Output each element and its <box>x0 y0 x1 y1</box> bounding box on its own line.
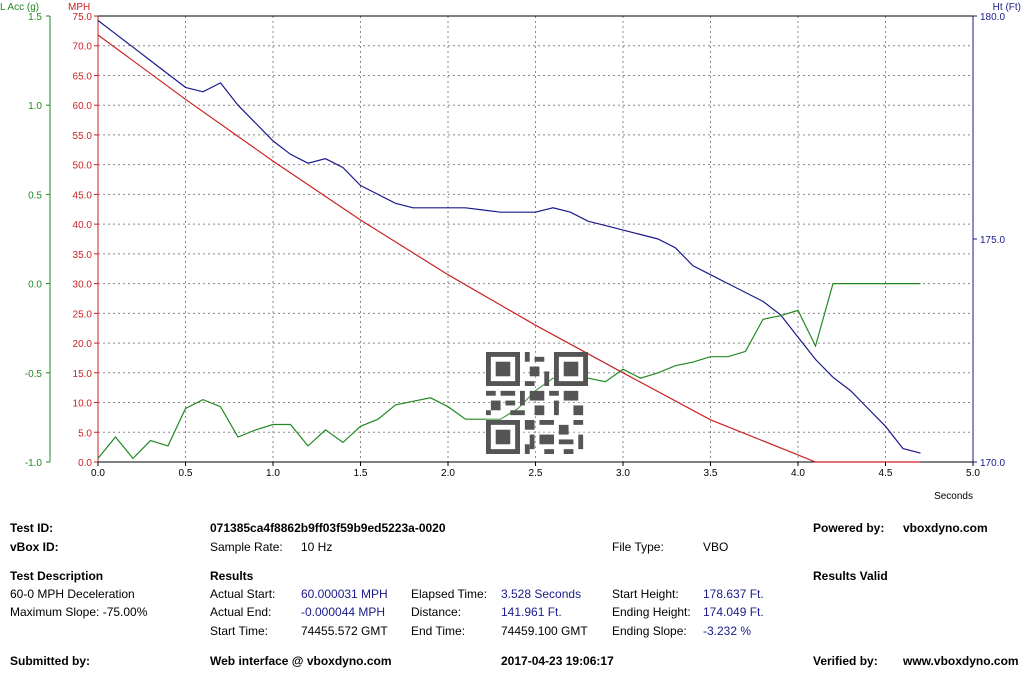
chart-series <box>97 20 921 463</box>
start-height-value: 178.637 Ft. <box>703 587 764 601</box>
ending-height-label: Ending Height: <box>612 605 691 619</box>
powered-by-link[interactable]: vboxdyno.com <box>903 521 988 535</box>
lacc-tick-label: -1.0 <box>25 458 43 469</box>
x-tick-label: 0.0 <box>91 468 105 479</box>
test-id-value: 071385ca4f8862b9ff03f59b9ed5223a-0020 <box>210 521 446 535</box>
x-tick-label: 4.0 <box>791 468 805 479</box>
actual-start-label: Actual Start: <box>210 587 276 601</box>
end-time-value: 74459.100 GMT <box>501 624 588 638</box>
results-label: Results <box>210 569 254 583</box>
x-tick-label: 4.5 <box>879 468 893 479</box>
powered-by-label: Powered by: <box>813 521 885 535</box>
mph-tick-label: 55.0 <box>73 131 93 142</box>
sample-rate-value: 10 Hz <box>301 540 333 554</box>
series-line-ht <box>97 20 921 454</box>
mph-tick-label: 60.0 <box>73 101 93 112</box>
actual-end-label: Actual End: <box>210 605 272 619</box>
x-axis-label: Seconds <box>934 491 973 500</box>
x-tick-label: 1.0 <box>266 468 280 479</box>
distance-label: Distance: <box>411 605 462 619</box>
test-id-label: Test ID: <box>10 521 54 535</box>
mph-tick-label: 40.0 <box>73 220 93 231</box>
ending-height-value: 174.049 Ft. <box>703 605 764 619</box>
series-line-mph <box>97 34 921 463</box>
file-type-label: File Type: <box>612 540 664 554</box>
mph-tick-label: 10.0 <box>73 399 93 410</box>
elapsed-time-value: 3.528 Seconds <box>501 587 582 601</box>
file-type-value: VBO <box>703 540 729 554</box>
x-tick-label: 0.5 <box>179 468 193 479</box>
chart: 0.0 0.5 1.0 1.5 2.0 2.5 3.0 3.5 4.0 4.5 5.0 Seconds… <box>0 2 1021 500</box>
x-tick-label: 3.5 <box>704 468 718 479</box>
mph-tick-label: 20.0 <box>73 339 93 350</box>
mph-tick-label: 15.0 <box>73 369 93 380</box>
lacc-tick-label: 1.5 <box>28 12 42 23</box>
timestamp: 2017-04-23 19:06:17 <box>501 654 614 668</box>
ending-slope-label: Ending Slope: <box>612 624 687 638</box>
mph-tick-label: 70.0 <box>73 42 93 53</box>
mph-tick-label: 50.0 <box>73 161 93 172</box>
mph-tick-label: 45.0 <box>73 190 93 201</box>
start-time-label: Start Time: <box>210 624 269 638</box>
verified-by-label: Verified by: <box>813 654 878 668</box>
distance-value: 141.961 Ft. <box>501 605 562 619</box>
ht-axis-label: Ht (Ft) <box>993 2 1021 13</box>
x-tick-label: 3.0 <box>616 468 630 479</box>
ending-slope-value: -3.232 % <box>703 624 752 638</box>
submitted-by-label: Submitted by: <box>10 654 90 668</box>
elapsed-time-label: Elapsed Time: <box>411 587 488 601</box>
ht-tick-label: 175.0 <box>980 235 1005 246</box>
ht-tick-label: 180.0 <box>980 12 1005 23</box>
vbox-id-label: vBox ID: <box>10 540 59 554</box>
chart-grid <box>98 16 973 462</box>
actual-end-value: -0.000044 MPH <box>301 605 386 619</box>
mph-tick-label: 75.0 <box>73 12 93 23</box>
start-height-label: Start Height: <box>612 587 679 601</box>
chart-axes <box>46 15 977 466</box>
test-description-line2: Maximum Slope: -75.00% <box>10 605 148 619</box>
results-valid: Results Valid <box>813 569 888 583</box>
sample-rate-label: Sample Rate: <box>210 540 283 554</box>
mph-tick-label: 25.0 <box>73 309 93 320</box>
start-time-value: 74455.572 GMT <box>301 624 388 638</box>
lacc-tick-label: 0.5 <box>28 190 42 201</box>
ht-tick-label: 170.0 <box>980 458 1005 469</box>
mph-tick-label: 65.0 <box>73 71 93 82</box>
test-description-label: Test Description <box>10 569 104 583</box>
lacc-tick-label: 0.0 <box>28 280 42 291</box>
end-time-label: End Time: <box>411 624 466 638</box>
test-description-line1: 60-0 MPH Deceleration <box>10 587 135 601</box>
mph-axis-label: MPH <box>68 2 90 13</box>
x-tick-label: 2.0 <box>441 468 455 479</box>
mph-tick-label: 5.0 <box>78 428 92 439</box>
lacc-tick-label: -0.5 <box>25 369 43 380</box>
lacc-axis-label: L Acc (g) <box>0 2 39 13</box>
x-tick-label: 2.5 <box>529 468 543 479</box>
mph-tick-label: 0.0 <box>78 458 92 469</box>
verified-by-link[interactable]: www.vboxdyno.com <box>903 654 1019 668</box>
series-line-lacc <box>97 283 921 460</box>
mph-tick-label: 35.0 <box>73 250 93 261</box>
lacc-tick-label: 1.0 <box>28 101 42 112</box>
qr-code-icon <box>486 352 588 454</box>
x-tick-label: 1.5 <box>354 468 368 479</box>
chart-labels: 0.0 0.5 1.0 1.5 2.0 2.5 3.0 3.5 4.0 4.5 5.0 Seconds… <box>0 2 1021 500</box>
web-interface-link[interactable]: Web interface @ vboxdyno.com <box>210 654 392 668</box>
actual-start-value: 60.000031 MPH <box>301 587 388 601</box>
mph-tick-label: 30.0 <box>73 280 93 291</box>
x-tick-label: 5.0 <box>966 468 980 479</box>
